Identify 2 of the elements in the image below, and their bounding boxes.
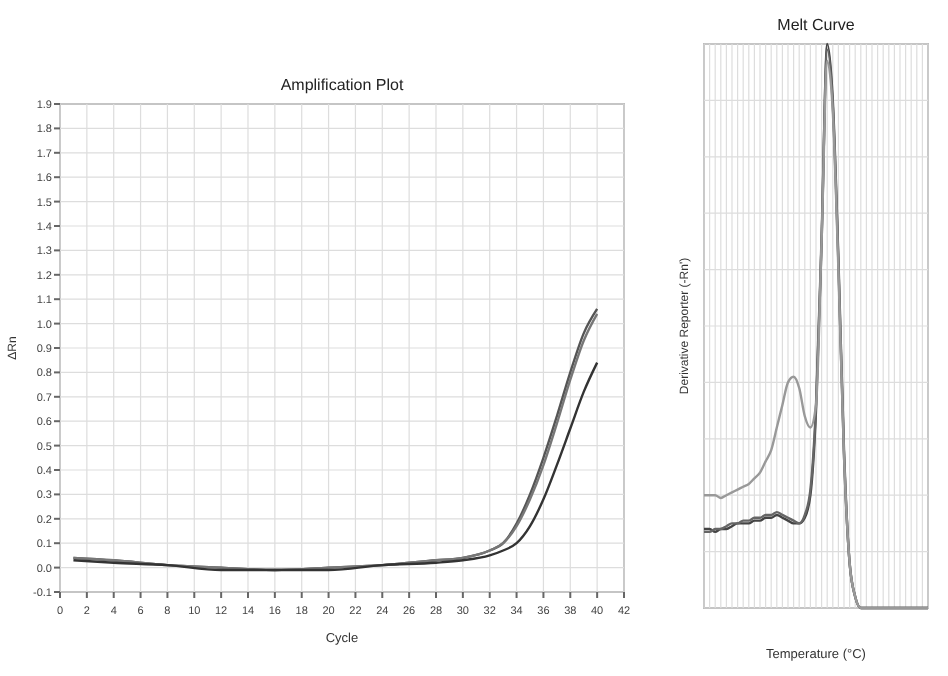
chart-title: Amplification Plot	[280, 76, 405, 94]
chart-title: Melt Curve	[777, 16, 856, 34]
